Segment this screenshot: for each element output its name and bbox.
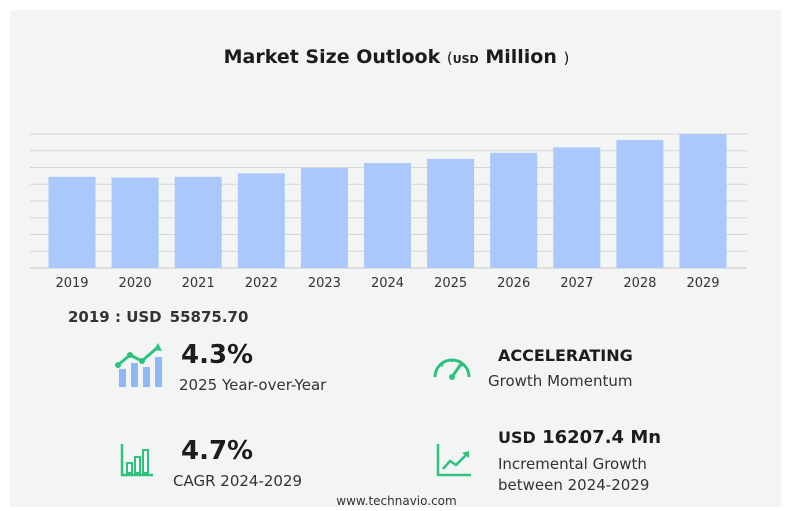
bar-2023: [300, 167, 348, 268]
highlight-value: 55875.70: [169, 308, 249, 326]
momentum-value: ACCELERATING: [498, 346, 633, 365]
x-tick-label: 2023: [308, 276, 341, 291]
highlight-stat: 2019 : USD 55875.70: [68, 308, 248, 326]
speedometer-icon: [433, 358, 471, 380]
x-tick-label: 2027: [560, 276, 593, 291]
x-tick-label: 2024: [371, 276, 404, 291]
bar-2021: [174, 176, 222, 268]
yoy-value: 4.3%: [181, 340, 254, 370]
chart-title: Market Size Outlook (USD Million ): [0, 46, 793, 68]
growth-bars-icon: [115, 343, 162, 387]
title-paren-close: ): [563, 49, 570, 67]
bar-2028: [616, 140, 664, 268]
cagr-value: 4.7%: [181, 436, 254, 466]
x-tick-label: 2021: [182, 276, 215, 291]
x-tick-label: 2028: [623, 276, 656, 291]
title-unit-big: Million: [485, 46, 557, 68]
bar-2025: [427, 158, 475, 268]
title-paren-open: (: [446, 49, 453, 67]
incremental-label-2: between 2024-2029: [498, 476, 650, 494]
incremental-value: USD 16207.4 Mn: [498, 427, 661, 448]
bar-2019: [48, 176, 96, 268]
yoy-label: 2025 Year-over-Year: [179, 376, 327, 394]
bar-2027: [553, 147, 601, 268]
x-tick-label: 2029: [686, 276, 719, 291]
incremental-amount: 16207.4 Mn: [542, 427, 662, 448]
footer-url: www.technavio.com: [336, 494, 457, 508]
cagr-label: CAGR 2024-2029: [173, 472, 303, 490]
bar-2024: [364, 163, 411, 268]
cagr-chart-icon: [120, 444, 153, 477]
x-tick-label: 2019: [55, 276, 88, 291]
momentum-label: Growth Momentum: [488, 372, 633, 390]
x-tick-label: 2020: [119, 276, 152, 291]
incremental-label-1: Incremental Growth: [498, 455, 647, 473]
title-main: Market Size Outlook: [223, 46, 441, 68]
bar-chart: 2019 2020 2021 2022 2023 2024 2025 2026 2027 2028…: [30, 133, 747, 291]
bar-2026: [490, 152, 538, 268]
highlight-label: 2019 : USD: [68, 308, 162, 326]
bar-2022: [237, 173, 285, 268]
title-unit-small: USD: [452, 53, 479, 66]
x-tick-label: 2026: [497, 276, 530, 291]
incremental-prefix: USD: [498, 428, 536, 447]
trend-line-icon: [436, 444, 471, 477]
bar-2020: [111, 177, 159, 268]
bar-2029: [679, 134, 727, 268]
x-tick-label: 2025: [434, 276, 467, 291]
x-tick-label: 2022: [245, 276, 278, 291]
